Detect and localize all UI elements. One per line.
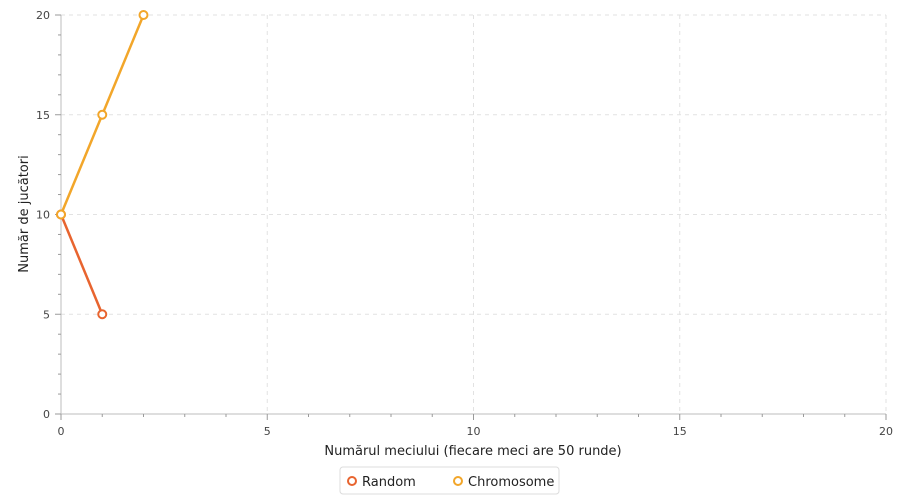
series-line-random (59, 214, 104, 315)
x-tick-label: 15 (673, 425, 687, 438)
legend-label-chromosome: Chromosome (468, 475, 554, 490)
x-tick-label: 0 (58, 425, 65, 438)
legend-marker-random (347, 476, 357, 486)
y-tick-label: 5 (43, 308, 50, 321)
y-tick-label: 0 (43, 408, 50, 421)
axis-layer: 0 5 10 15 20 0 5 10 15 20 (36, 9, 893, 438)
legend-label-random: Random (362, 475, 416, 490)
y-tick-label: 10 (36, 209, 50, 222)
x-tick-label: 10 (467, 425, 481, 438)
legend-box (339, 466, 560, 495)
x-tick-label: 20 (879, 425, 893, 438)
data-point-chromosome[interactable] (97, 109, 108, 120)
x-axis-title: Numărul meciului (fiecare meci are 50 ru… (324, 444, 621, 459)
legend: Random Chromosome (339, 466, 560, 495)
y-axis-title: Număr de jucători (17, 155, 32, 272)
legend-item-chromosome[interactable]: Chromosome (453, 475, 554, 490)
legend-item-random[interactable]: Random (347, 475, 416, 490)
y-tick-label: 15 (36, 109, 50, 122)
data-point-chromosome[interactable] (138, 10, 149, 20)
x-tick-label: 5 (264, 425, 271, 438)
data-point-random[interactable] (97, 309, 108, 320)
legend-marker-chromosome (453, 476, 463, 486)
grid-layer (61, 14, 887, 414)
data-point-chromosome[interactable] (56, 209, 66, 220)
y-tick-label: 20 (36, 9, 50, 22)
series-layer (56, 10, 149, 320)
